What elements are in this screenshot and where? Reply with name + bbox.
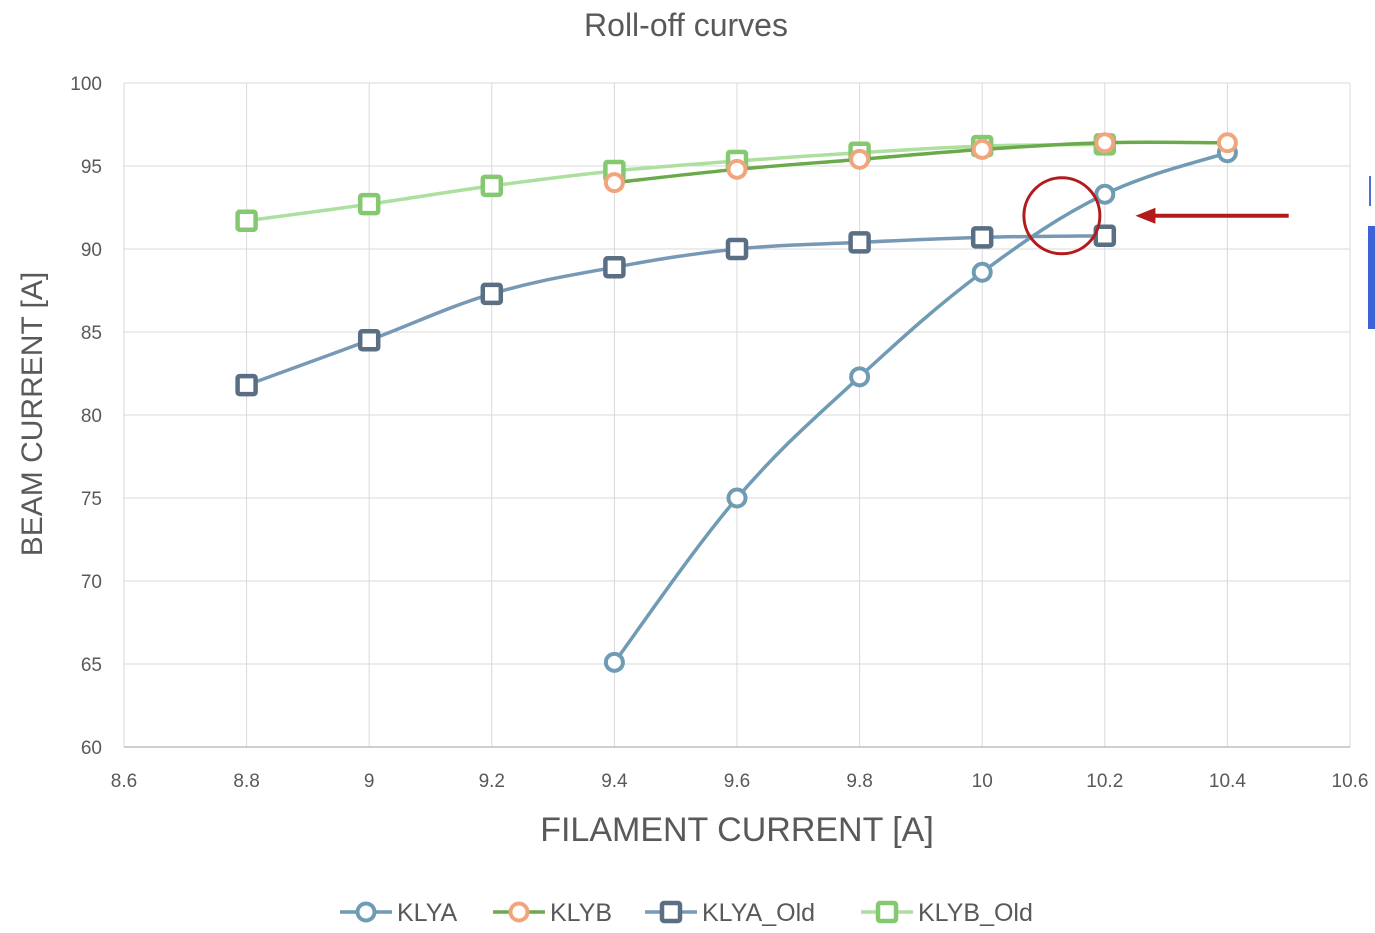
series-line bbox=[612, 140, 1230, 185]
y-axis-label: BEAM CURRENT [A] bbox=[16, 272, 49, 557]
data-point bbox=[849, 148, 871, 170]
data-point bbox=[1094, 132, 1116, 154]
grid bbox=[123, 82, 1351, 748]
legend-label: KLYB bbox=[550, 899, 612, 927]
series-layer bbox=[235, 132, 1238, 673]
legend-swatch-marker bbox=[875, 900, 899, 924]
y-tick-label: 85 bbox=[81, 323, 102, 344]
x-tick-label: 8.8 bbox=[233, 771, 259, 792]
legend-item-klyb-old: KLYB_Old bbox=[861, 899, 1033, 927]
data-point bbox=[971, 138, 993, 160]
data-point bbox=[726, 158, 748, 180]
y-tick-label: 90 bbox=[81, 240, 102, 261]
x-tick-label: 8.6 bbox=[111, 771, 137, 792]
legend: KLYA KLYB KLYA_Old KLYB_Old bbox=[340, 899, 1033, 927]
side-decoration-line bbox=[1369, 176, 1371, 206]
x-tick-labels: 8.6 8.8 9 9.2 9.4 9.6 9.8 10 10.2 10.4 10.6 bbox=[111, 771, 1369, 792]
data-point bbox=[1094, 183, 1116, 205]
x-axis-label: FILAMENT CURRENT [A] bbox=[540, 811, 934, 849]
data-point bbox=[235, 373, 258, 397]
x-tick-label: 9.8 bbox=[846, 771, 872, 792]
y-tick-label: 80 bbox=[81, 406, 102, 427]
data-point bbox=[603, 256, 626, 279]
data-point bbox=[603, 172, 625, 194]
x-tick-label: 10.4 bbox=[1209, 771, 1246, 792]
arrow-head bbox=[1135, 207, 1156, 224]
x-tick-label: 10.6 bbox=[1332, 771, 1369, 792]
data-point bbox=[970, 226, 994, 249]
annotations bbox=[1022, 176, 1289, 256]
legend-item-klyb: KLYB bbox=[493, 899, 612, 927]
x-tick-label: 10 bbox=[972, 771, 993, 792]
y-tick-label: 95 bbox=[81, 157, 102, 178]
y-tick-label: 75 bbox=[81, 489, 102, 510]
side-decoration-block bbox=[1368, 226, 1375, 329]
series-line bbox=[244, 142, 1107, 223]
y-tick-labels: 60 65 70 75 80 85 90 95 100 bbox=[70, 74, 102, 759]
data-point bbox=[971, 261, 993, 283]
data-point bbox=[726, 487, 748, 509]
x-tick-label: 10.2 bbox=[1086, 771, 1123, 792]
legend-label: KLYB_Old bbox=[918, 899, 1033, 927]
y-tick-label: 70 bbox=[81, 572, 102, 593]
data-point bbox=[1216, 132, 1238, 154]
x-tick-label: 9 bbox=[364, 771, 375, 792]
data-point bbox=[725, 237, 749, 261]
data-point bbox=[848, 231, 871, 254]
series-klya bbox=[603, 142, 1238, 673]
series-klyb bbox=[603, 132, 1238, 194]
legend-item-klya-old: KLYA_Old bbox=[645, 899, 815, 927]
data-point bbox=[480, 282, 504, 306]
legend-label: KLYA bbox=[397, 899, 458, 927]
legend-swatch-marker bbox=[659, 900, 683, 924]
data-point bbox=[357, 329, 381, 352]
data-point bbox=[357, 192, 381, 216]
y-tick-label: 100 bbox=[70, 74, 102, 95]
data-point bbox=[235, 209, 258, 233]
data-point bbox=[603, 651, 625, 673]
x-tick-label: 9.2 bbox=[479, 771, 505, 792]
x-tick-label: 9.6 bbox=[724, 771, 750, 792]
data-point bbox=[480, 174, 504, 198]
y-tick-label: 65 bbox=[81, 655, 102, 676]
chart-title: Roll-off curves bbox=[584, 7, 788, 43]
series-line bbox=[612, 150, 1230, 665]
legend-item-klya: KLYA bbox=[340, 899, 458, 927]
x-tick-label: 9.4 bbox=[601, 771, 628, 792]
legend-label: KLYA_Old bbox=[702, 899, 815, 927]
data-point bbox=[849, 366, 871, 388]
legend-swatch-marker bbox=[508, 901, 530, 923]
series-line bbox=[244, 233, 1107, 387]
y-tick-label: 60 bbox=[81, 738, 102, 759]
highlight-circle bbox=[1022, 176, 1102, 256]
legend-swatch-marker bbox=[355, 901, 377, 923]
